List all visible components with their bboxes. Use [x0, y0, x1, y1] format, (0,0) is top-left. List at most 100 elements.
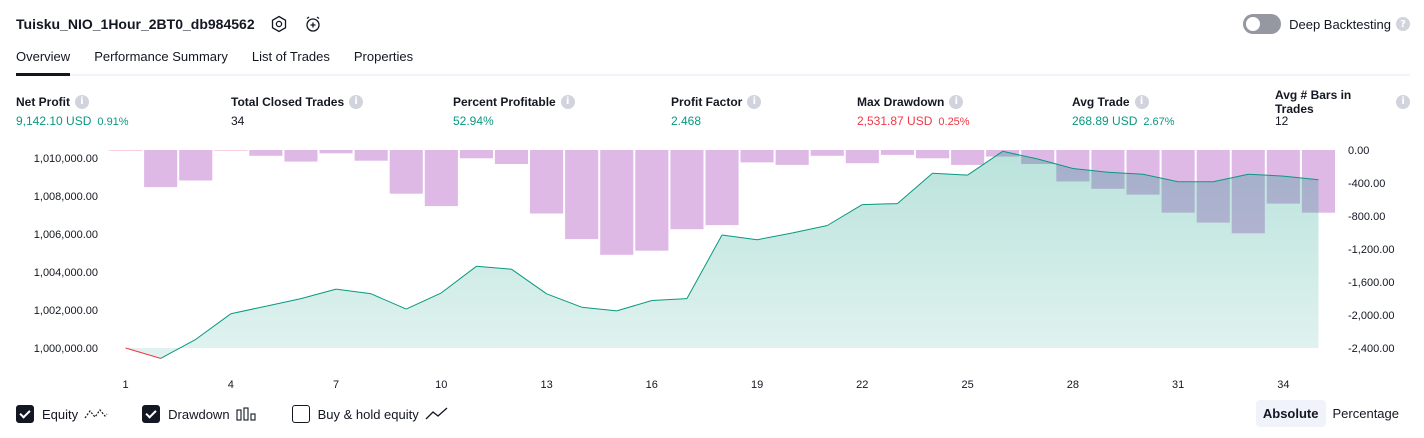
- x-axis-tick: 13: [540, 379, 552, 391]
- stat-label: Net Profit: [16, 94, 70, 109]
- equity-segment: [405, 292, 442, 310]
- stat-percent: 0.91%: [97, 116, 129, 128]
- right-axis-tick: -2,000.00: [1348, 310, 1394, 322]
- equity-area: [125, 151, 1319, 359]
- stat-net-profit: Net Profit i 9,142.10 USD 0.91%: [16, 94, 129, 128]
- x-axis-tick: 7: [333, 379, 339, 391]
- equity-drawdown-chart[interactable]: 1,010,000.00 1,008,000.00 1,006,000.00 1,00…: [0, 140, 1424, 396]
- equity-segment: [686, 234, 723, 299]
- info-icon[interactable]: i: [949, 94, 964, 109]
- x-axis-tick: 22: [856, 379, 868, 391]
- drawdown-bar: [214, 150, 248, 151]
- stat-value: 52.94%: [453, 114, 494, 128]
- left-axis-tick: 1,002,000.00: [34, 305, 98, 317]
- equity-checkbox[interactable]: [16, 405, 34, 423]
- drawdown-bar: [284, 150, 318, 162]
- drawdown-bar: [109, 150, 143, 151]
- equity-segment: [932, 172, 968, 176]
- equity-segment: [581, 306, 617, 312]
- legend-drawdown[interactable]: Drawdown: [142, 405, 257, 423]
- equity-segment: [511, 268, 547, 295]
- x-axis-tick: 16: [646, 379, 658, 391]
- equity-segment: [1107, 171, 1144, 175]
- legend-label: Equity: [42, 406, 79, 422]
- stat-value: 268.89 USD: [1072, 114, 1138, 128]
- stat-value: 2,531.87 USD: [857, 114, 933, 128]
- help-icon[interactable]: ?: [1396, 17, 1410, 31]
- info-icon[interactable]: i: [75, 94, 89, 109]
- equity-segment: [1283, 175, 1319, 181]
- drawdown-bar: [670, 150, 704, 230]
- info-icon[interactable]: i: [747, 94, 762, 109]
- x-axis-tick: 10: [435, 379, 447, 391]
- drawdown-bar: [635, 150, 669, 251]
- equity-segment: [546, 293, 582, 308]
- stat-value: 34: [231, 114, 245, 128]
- stat-avg-trade: Avg Trade i 268.89 USD 2.67%: [1072, 94, 1175, 128]
- equity-series: [125, 150, 1319, 359]
- equity-segment: [862, 203, 898, 206]
- stat-profit-factor: Profit Factor i 2.468: [671, 94, 762, 128]
- stat-label: Avg # Bars in Trades: [1275, 87, 1352, 116]
- drawdown-bar: [424, 150, 458, 207]
- equity-segment: [827, 204, 863, 226]
- buy-hold-checkbox[interactable]: [291, 405, 310, 423]
- drawdown-bar: [179, 150, 213, 181]
- deep-backtesting-toggle[interactable]: [1243, 14, 1282, 34]
- tab-properties[interactable]: Properties: [353, 49, 414, 64]
- stat-label: Profit Factor: [671, 94, 743, 109]
- drawdown-checkbox[interactable]: [142, 405, 161, 423]
- stat-max-drawdown: Max Drawdown i 2,531.87 USD 0.25%: [857, 94, 970, 128]
- drawdown-bar: [319, 150, 353, 154]
- legend-buy-hold[interactable]: Buy & hold equity: [291, 405, 449, 423]
- right-axis-tick: -400.00: [1348, 178, 1385, 190]
- equity-segment: [1213, 173, 1249, 183]
- x-axis-tick: 4: [228, 379, 234, 391]
- drawdown-bar: [705, 150, 739, 226]
- equity-segment: [721, 234, 758, 241]
- equity-segment: [897, 172, 933, 204]
- drawdown-bar: [389, 150, 423, 194]
- equity-segment: [1037, 158, 1074, 169]
- x-axis-tick: 28: [1067, 379, 1079, 391]
- equity-segment: [300, 288, 337, 300]
- x-axis-tick: 1: [122, 379, 128, 391]
- stat-percent: 2.67%: [1143, 116, 1175, 128]
- drawdown-bar: [775, 150, 809, 165]
- right-axis-tick: -1,600.00: [1348, 277, 1394, 289]
- equity-segment: [1002, 150, 1038, 160]
- equity-segment: [336, 288, 372, 295]
- drawdown-bar: [354, 150, 388, 161]
- settings-icon[interactable]: [269, 14, 289, 34]
- mode-absolute[interactable]: Absolute: [1255, 400, 1326, 427]
- mode-percentage[interactable]: Percentage: [1332, 406, 1400, 421]
- tab-performance-summary[interactable]: Performance Summary: [94, 49, 228, 64]
- alarm-clock-plus-icon[interactable]: [303, 14, 323, 34]
- equity-segment: [1248, 173, 1284, 177]
- legend-equity[interactable]: Equity: [16, 405, 108, 423]
- equity-segment: [1142, 173, 1179, 183]
- drawdown-bar: [810, 150, 844, 156]
- drawdown-bar: [740, 150, 774, 163]
- drawdown-bar: [459, 150, 493, 159]
- tab-overview[interactable]: Overview: [16, 46, 71, 76]
- x-axis-tick: 25: [961, 379, 973, 391]
- legend-label: Drawdown: [168, 406, 230, 422]
- stat-value: 9,142.10 USD: [16, 114, 92, 128]
- stat-avg-bars-in-trades: Avg # Bars in Trades i 12: [1275, 88, 1410, 128]
- drawdown-bar: [494, 150, 528, 164]
- equity-line-icon: [84, 407, 108, 421]
- left-axis-tick: 1,006,000.00: [34, 229, 98, 241]
- left-axis-tick: 1,008,000.00: [34, 191, 98, 203]
- info-icon[interactable]: i: [1134, 94, 1149, 109]
- equity-segment: [160, 338, 196, 359]
- tab-list-of-trades[interactable]: List of Trades: [251, 49, 330, 64]
- info-icon[interactable]: i: [560, 94, 575, 109]
- stat-label: Total Closed Trades: [231, 94, 345, 109]
- buy-hold-line-icon: [425, 407, 449, 421]
- info-icon[interactable]: i: [1396, 94, 1410, 109]
- legend-label: Buy & hold equity: [317, 406, 419, 422]
- equity-segment: [230, 305, 267, 315]
- drawdown-series: [109, 150, 1335, 255]
- info-icon[interactable]: i: [349, 94, 364, 109]
